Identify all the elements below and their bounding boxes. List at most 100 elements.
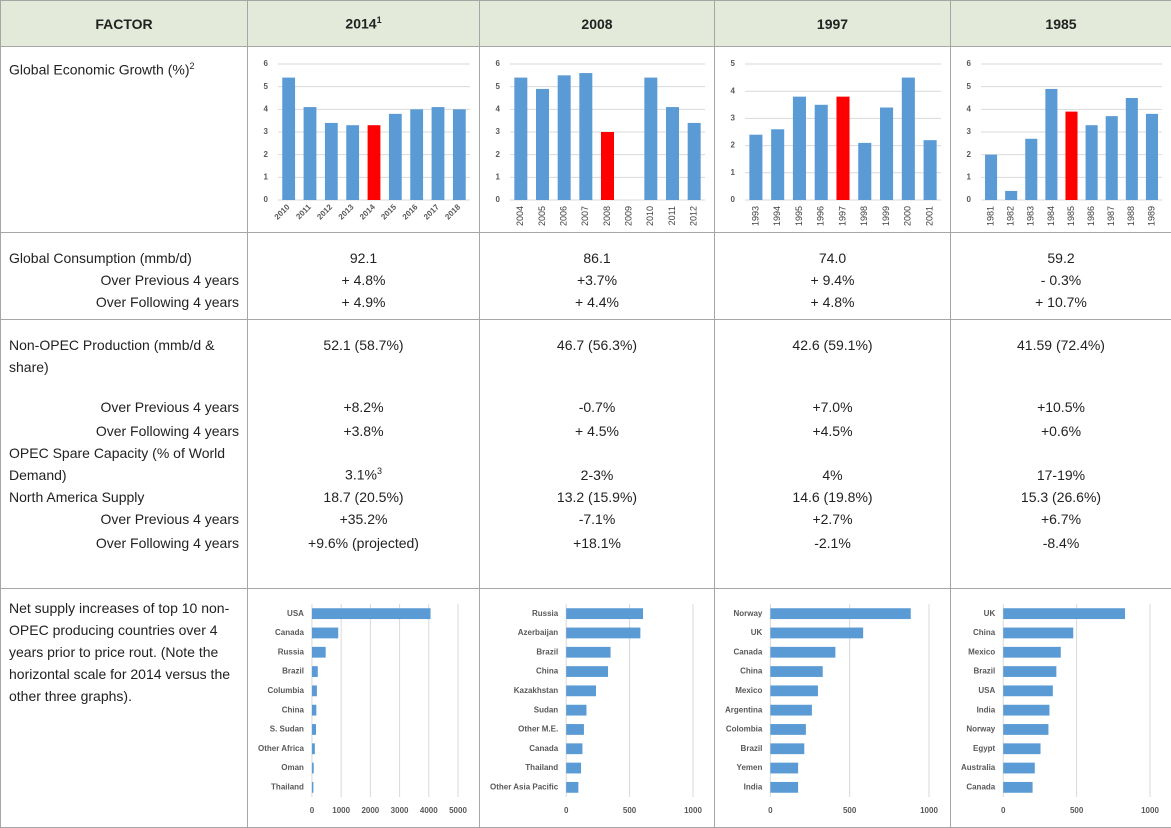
y-tick-label: Brazil	[536, 647, 558, 656]
x-tick-label: 2000	[903, 206, 913, 226]
bar	[1003, 724, 1048, 735]
value-text: 2-3%	[581, 467, 614, 483]
bar	[858, 142, 871, 199]
x-tick-label: 4000	[420, 806, 438, 815]
y-tick-label: Norway	[966, 724, 995, 733]
value-text: +8.2%	[343, 399, 383, 415]
data-row: OPEC Spare Capacity (% of World Demand) 3…	[1, 442, 1171, 486]
bar	[368, 125, 381, 200]
y-tick-label: 0	[264, 195, 269, 204]
value-cell: +35.2%	[248, 508, 480, 530]
bar	[1003, 704, 1049, 715]
x-tick-label: 2018	[443, 202, 462, 221]
bar	[432, 107, 445, 200]
label-text: Global Economic Growth (%)	[9, 62, 190, 78]
value-cell: 17-19%	[951, 442, 1171, 486]
y-tick-label: Canada	[733, 647, 762, 656]
bar	[601, 132, 614, 200]
data-row: Over Previous 4 years+ 4.8%+3.7%+ 9.4%- …	[1, 269, 1171, 291]
value-text: 3.1%	[345, 467, 377, 483]
value-cell: 41.59 (72.4%)	[951, 319, 1171, 378]
bar	[771, 129, 784, 200]
bar	[1065, 111, 1077, 199]
bar	[312, 762, 314, 773]
y-tick-label: Russia	[278, 647, 305, 656]
bar	[770, 724, 806, 735]
value-text: 42.6 (59.1%)	[792, 337, 872, 353]
x-tick-label: 2001	[924, 206, 934, 226]
x-tick-label: 2012	[315, 202, 334, 221]
y-tick-label: 2	[264, 149, 269, 158]
y-tick-label: 1	[496, 172, 501, 181]
y-tick-label: Azerbaijan	[518, 628, 559, 637]
row-label: Over Following 4 years	[1, 530, 248, 589]
value-cell: +9.6% (projected)	[248, 530, 480, 589]
value-cell: +2.7%	[715, 508, 951, 530]
bar	[1003, 666, 1056, 677]
y-tick-label: Mexico	[735, 685, 762, 694]
bar	[688, 122, 701, 199]
y-tick-label: Brazil	[741, 743, 763, 752]
value-cell: - 0.3%	[951, 269, 1171, 291]
bar	[902, 77, 915, 199]
x-tick-label: 2006	[559, 206, 569, 226]
x-tick-label: 2014	[358, 202, 377, 221]
y-tick-label: Other Asia Pacific	[490, 782, 559, 791]
value-cell: 2-3%	[480, 442, 715, 486]
y-tick-label: Mexico	[968, 647, 995, 656]
bar	[566, 666, 608, 677]
value-text: 4%	[822, 467, 842, 483]
bar	[410, 109, 423, 200]
bar	[304, 107, 317, 200]
value-cell: +10.5%	[951, 378, 1171, 418]
y-tick-label: 5	[967, 81, 972, 90]
x-tick-label: 2005	[537, 206, 547, 226]
row-label: OPEC Spare Capacity (% of World Demand)	[1, 442, 248, 486]
row-label: Non-OPEC Production (mmb/d & share)	[1, 319, 248, 378]
bar	[1003, 762, 1035, 773]
bar	[1086, 125, 1098, 200]
x-tick-label: 0	[564, 806, 569, 815]
bar	[536, 88, 549, 199]
bar	[312, 646, 326, 657]
value-text: 59.2	[1047, 250, 1074, 266]
y-tick-label: Canada	[529, 743, 558, 752]
bar	[325, 122, 338, 199]
y-tick-label: 4	[496, 104, 501, 113]
y-tick-label: 4	[731, 86, 736, 95]
value-text: +0.6%	[1041, 423, 1081, 439]
bar	[566, 627, 640, 638]
x-tick-label: 500	[623, 806, 637, 815]
x-tick-label: 1994	[772, 206, 782, 226]
y-tick-label: USA	[287, 608, 304, 617]
x-tick-label: 0	[768, 806, 773, 815]
value-cell: -0.7%	[480, 378, 715, 418]
x-tick-label: 1000	[684, 806, 702, 815]
bar	[770, 704, 812, 715]
value-text: -8.4%	[1043, 535, 1080, 551]
x-tick-label: 1996	[816, 206, 826, 226]
y-tick-label: Argentina	[725, 705, 763, 714]
y-tick-label: 1	[264, 172, 269, 181]
value-cell: 46.7 (56.3%)	[480, 319, 715, 378]
value-cell: +3.8%	[248, 418, 480, 442]
bar	[453, 109, 466, 200]
y-tick-label: China	[282, 705, 305, 714]
y-tick-label: 3	[264, 127, 269, 136]
bar	[579, 73, 592, 200]
value-cell: 52.1 (58.7%)	[248, 319, 480, 378]
bar	[312, 608, 431, 619]
value-cell: +8.2%	[248, 378, 480, 418]
footnote-mark: 1	[377, 15, 382, 25]
y-tick-label: Kazakhstan	[514, 685, 559, 694]
